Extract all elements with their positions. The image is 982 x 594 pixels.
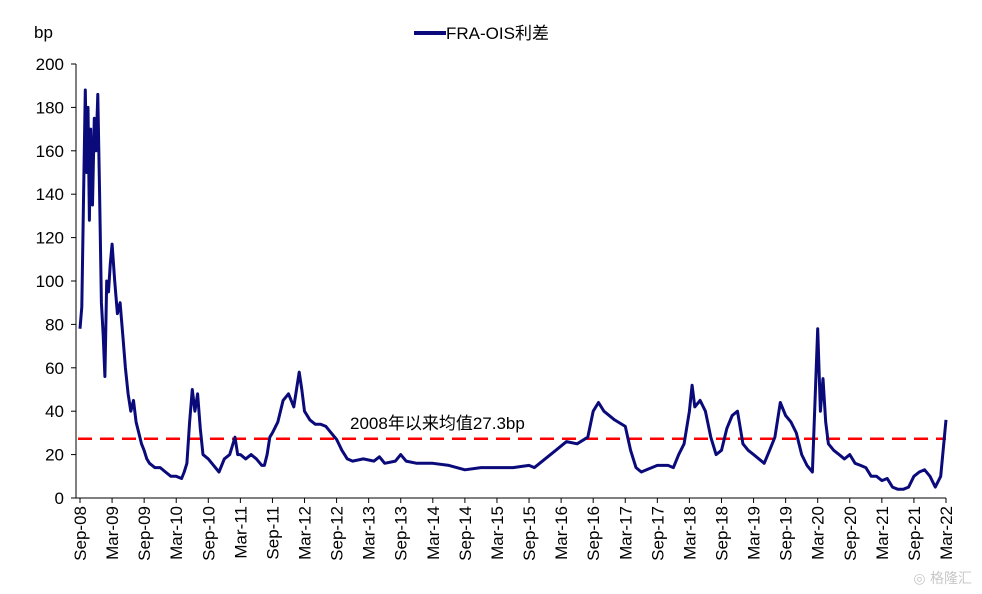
y-tick-label: 0 <box>55 489 64 508</box>
x-tick-label: Sep-12 <box>328 506 347 561</box>
x-tick-label: Sep-16 <box>584 506 603 561</box>
x-tick-label: Sep-13 <box>392 506 411 561</box>
x-tick-label: Mar-16 <box>552 506 571 560</box>
x-tick-label: Mar-13 <box>360 506 379 560</box>
x-tick-label: Mar-22 <box>937 506 956 560</box>
x-tick-label: Sep-18 <box>712 506 731 561</box>
x-tick-label: Sep-09 <box>135 506 154 561</box>
y-tick-label: 20 <box>45 446 64 465</box>
y-tick-label: 140 <box>36 185 64 204</box>
x-tick-label: Mar-12 <box>296 506 315 560</box>
x-tick-label: Sep-14 <box>456 506 475 561</box>
x-tick-label: Sep-10 <box>199 506 218 561</box>
x-tick-label: Mar-19 <box>745 506 764 560</box>
watermark-logo: ◎ 格隆汇 <box>913 571 972 587</box>
series-line-fra-ois <box>78 88 948 491</box>
x-tick-label: Sep-11 <box>263 506 282 560</box>
x-tick-label: Sep-17 <box>648 506 667 561</box>
y-tick-label: 160 <box>36 142 64 161</box>
x-tick-label: Mar-21 <box>873 506 892 560</box>
x-tick-label: Sep-21 <box>905 506 924 561</box>
x-tick-label: Mar-11 <box>231 506 250 559</box>
x-tick-label: Mar-10 <box>167 506 186 560</box>
y-axis-ticks: 0 20 40 60 80 100 120 140 160 180 200 <box>36 55 76 508</box>
y-tick-label: 80 <box>45 315 64 334</box>
y-tick-label: 100 <box>36 272 64 291</box>
legend-label: FRA-OIS利差 <box>446 24 549 43</box>
x-tick-label: Mar-14 <box>424 506 443 560</box>
x-axis-ticks: Sep-08 Mar-09 Sep-09 Mar-10 Sep-10 Mar-11 Sep-… <box>71 498 956 561</box>
x-tick-label: Mar-15 <box>488 506 507 560</box>
mean-annotation: 2008年以来均值27.3bp <box>350 414 525 433</box>
y-tick-label: 60 <box>45 359 64 378</box>
x-tick-label: Mar-17 <box>616 506 635 560</box>
y-tick-label: 40 <box>45 402 64 421</box>
x-tick-label: Sep-15 <box>520 506 539 561</box>
x-tick-label: Mar-09 <box>103 506 122 560</box>
legend: FRA-OIS利差 <box>414 24 549 43</box>
y-tick-label: 200 <box>36 55 64 74</box>
x-tick-label: Sep-08 <box>71 506 90 561</box>
y-axis-unit-label: bp <box>34 23 53 42</box>
y-tick-label: 120 <box>36 229 64 248</box>
x-tick-label: Mar-20 <box>809 506 828 560</box>
x-tick-label: Sep-19 <box>777 506 796 561</box>
y-tick-label: 180 <box>36 98 64 117</box>
x-tick-label: Sep-20 <box>841 506 860 561</box>
x-tick-label: Mar-18 <box>680 506 699 560</box>
